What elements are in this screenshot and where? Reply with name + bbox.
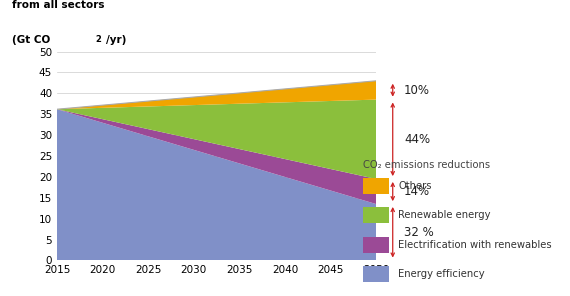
Text: Electrification with renewables: Electrification with renewables — [398, 240, 552, 250]
Polygon shape — [57, 81, 376, 109]
Text: from all sectors: from all sectors — [13, 1, 105, 10]
Text: 44%: 44% — [404, 133, 430, 146]
Polygon shape — [57, 99, 376, 179]
FancyBboxPatch shape — [364, 178, 389, 194]
Text: Energy efficiency: Energy efficiency — [398, 269, 484, 279]
Text: 10%: 10% — [404, 84, 430, 97]
Text: (Gt CO: (Gt CO — [13, 35, 51, 45]
FancyBboxPatch shape — [364, 207, 389, 223]
Text: CO₂ emissions reductions: CO₂ emissions reductions — [364, 160, 491, 170]
Text: 32 %: 32 % — [404, 226, 434, 239]
Text: 2: 2 — [95, 35, 101, 44]
Text: /yr): /yr) — [107, 35, 127, 45]
Polygon shape — [57, 109, 376, 204]
Polygon shape — [57, 109, 376, 260]
Text: 14%: 14% — [404, 185, 430, 198]
FancyBboxPatch shape — [364, 266, 389, 282]
Text: Others: Others — [398, 181, 431, 191]
FancyBboxPatch shape — [364, 237, 389, 253]
Text: Renewable energy: Renewable energy — [398, 210, 491, 221]
